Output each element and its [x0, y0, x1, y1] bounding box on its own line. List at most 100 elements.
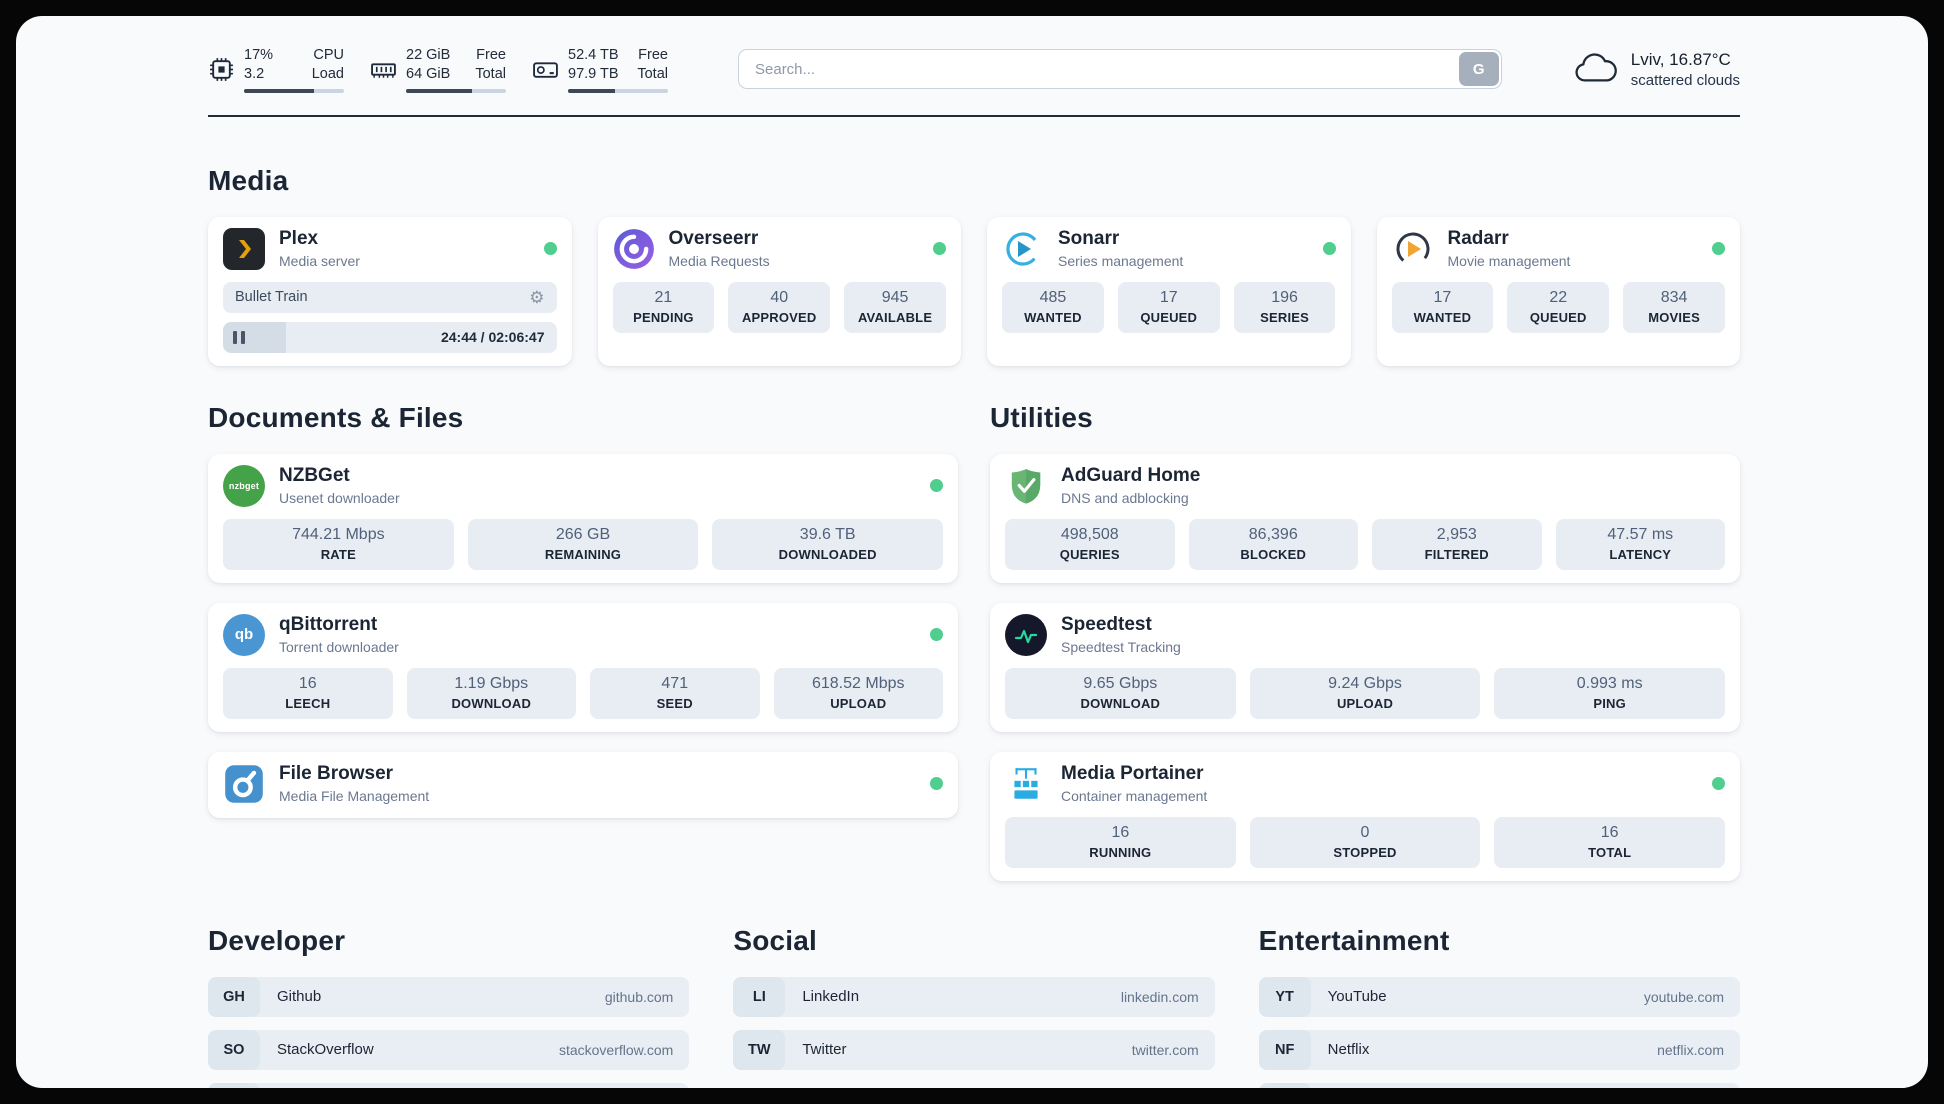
stats-row: 17 WANTED 22 QUEUED 834 MOVIES — [1391, 281, 1726, 333]
bookmark-youtube[interactable]: YT YouTube youtube.com — [1258, 976, 1740, 1017]
card-overseerr[interactable]: Overseerr Media Requests 21 PENDING 40 APP… — [597, 216, 961, 366]
bookmark-name: StackOverflow — [277, 1041, 374, 1059]
stat-label: LEECH — [285, 695, 331, 711]
bookmark-linkedin[interactable]: LI LinkedIn linkedin.com — [733, 976, 1215, 1017]
bookmark-url: youtube.com — [1643, 988, 1724, 1005]
card-subtitle: Movie management — [1447, 253, 1571, 270]
stat-label: UPLOAD — [1336, 695, 1394, 711]
disk-bar — [568, 88, 668, 93]
stat-label: WANTED — [1024, 309, 1082, 325]
plex-icon — [223, 227, 265, 270]
card-qbittorrent[interactable]: qb qBittorrent Torrent downloader 16 LEEC… — [208, 602, 958, 732]
card-header: Plex Media server — [223, 227, 557, 270]
playback-progress-fill — [223, 321, 287, 353]
search-engine-button[interactable]: G — [1458, 52, 1499, 87]
stat: 618.52 Mbps UPLOAD — [773, 667, 943, 719]
bookmark-netflix[interactable]: NF Netflix netflix.com — [1258, 1029, 1740, 1070]
stat-label: WANTED — [1413, 309, 1472, 325]
stat-label: SERIES — [1260, 309, 1310, 325]
stat-label: QUEUED — [1529, 309, 1587, 325]
speedtest-icon — [1005, 613, 1047, 656]
card-titles: Radarr Movie management — [1448, 228, 1699, 269]
weather-condition: scattered clouds — [1630, 71, 1740, 89]
stat-label: LATENCY — [1609, 546, 1672, 562]
stat-label: AVAILABLE — [857, 309, 933, 325]
card-titles: Speedtest Speedtest Tracking — [1061, 614, 1725, 655]
stats-row: 485 WANTED 17 QUEUED 196 SERIES — [1002, 281, 1336, 333]
ram-icon — [371, 63, 396, 78]
card-filebrowser[interactable]: File Browser Media File Management — [208, 751, 958, 818]
card-adguard[interactable]: AdGuard Home DNS and adblocking 498,508 Q… — [990, 453, 1740, 583]
disk-metric-body: 52.4 TB Free 97.9 TB Total — [568, 46, 668, 93]
gear-icon[interactable]: ⚙ — [529, 287, 545, 307]
stat-label: APPROVED — [741, 309, 817, 325]
card-title: Plex — [279, 228, 319, 250]
sonarr-icon — [1002, 228, 1044, 270]
stat-value: 834 — [1660, 288, 1688, 306]
bookmark-github[interactable]: GH Github github.com — [208, 976, 690, 1017]
stat: 2,953 FILTERED — [1372, 518, 1542, 570]
nzbget-icon-label: nzbget — [228, 480, 260, 491]
pause-icon[interactable] — [233, 330, 245, 344]
disk-bar-fill — [568, 88, 615, 93]
search-input[interactable] — [738, 49, 1502, 90]
stat: 16 RUNNING — [1005, 816, 1236, 868]
bookmark-stackoverflow[interactable]: SO StackOverflow stackoverflow.com — [208, 1029, 690, 1070]
stat-value: 0.993 ms — [1576, 674, 1643, 692]
utilities-column: Utilities AdGuard Home — [990, 402, 1740, 881]
card-title: NZBGet — [279, 465, 350, 487]
weather-widget[interactable]: Lviv, 16.87°C scattered clouds — [1572, 50, 1740, 89]
stat-label: STOPPED — [1333, 844, 1397, 860]
stat: 16 TOTAL — [1494, 816, 1726, 868]
bookmark-abbr: SO — [208, 1029, 260, 1070]
card-speedtest[interactable]: Speedtest Speedtest Tracking 9.65 Gbps DO… — [990, 602, 1740, 732]
stat: 0.993 ms PING — [1494, 667, 1726, 719]
stat: 16 LEECH — [223, 667, 393, 719]
cpu-metric: 17% CPU 3.2 Load — [208, 46, 344, 93]
cpu-load-value: 3.2 — [244, 65, 265, 82]
stat: 47.57 ms LATENCY — [1555, 518, 1725, 570]
bookmark-url: linkedin.com — [1120, 988, 1199, 1005]
card-sonarr[interactable]: Sonarr Series management 485 WANTED 17 QUE… — [987, 216, 1351, 366]
stat: 40 APPROVED — [728, 281, 831, 333]
bookmark-group-entertainment: Entertainment YT YouTube youtube.com NF … — [1258, 925, 1740, 1088]
stat-value: 86,396 — [1248, 525, 1298, 543]
bookmark-url: stackoverflow.com — [558, 1041, 674, 1058]
disk-total-label: Total — [637, 65, 668, 82]
card-nzbget[interactable]: nzbget NZBGet Usenet downloader 744.21 M… — [208, 453, 958, 583]
stat: 17 QUEUED — [1117, 281, 1220, 333]
bookmark-reddit[interactable]: RE Reddit reddit.com — [1258, 1082, 1740, 1088]
portainer-icon — [1005, 763, 1047, 805]
disk-metric: 52.4 TB Free 97.9 TB Total — [532, 46, 668, 93]
stat-label: RATE — [320, 546, 356, 562]
bookmark-abbr: RE — [1258, 1082, 1311, 1088]
card-subtitle: Media server — [279, 253, 360, 270]
section-title-media: Media — [208, 164, 289, 196]
stat-value: 618.52 Mbps — [811, 674, 905, 692]
card-plex[interactable]: Plex Media server Bullet Train ⚙ 24:44 /… — [208, 216, 572, 366]
card-header: nzbget NZBGet Usenet downloader — [223, 464, 943, 507]
bookmark-dev[interactable]: DT DEV dev.to — [208, 1082, 690, 1088]
card-radarr[interactable]: Radarr Movie management 17 WANTED 22 QUEUE… — [1376, 216, 1740, 366]
card-subtitle: Media Requests — [668, 253, 770, 270]
bookmark-twitter[interactable]: TW Twitter twitter.com — [733, 1029, 1215, 1070]
section-title-developer: Developer — [208, 924, 346, 956]
stat-label: QUERIES — [1059, 546, 1120, 562]
now-playing-row: Bullet Train ⚙ — [223, 281, 557, 313]
bookmark-url: netflix.com — [1657, 1041, 1724, 1058]
stat: 744.21 Mbps RATE — [223, 518, 454, 570]
stats-row: 21 PENDING 40 APPROVED 945 AVAILABLE — [612, 281, 947, 333]
ram-metric: 22 GiB Free 64 GiB Total — [370, 46, 506, 93]
stat-label: SEED — [656, 695, 693, 711]
card-title: Overseerr — [668, 228, 759, 250]
stat-label: DOWNLOAD — [1080, 695, 1161, 711]
ram-free-label: Free — [476, 47, 506, 63]
stat-value: 0 — [1360, 823, 1370, 841]
stat-label: QUEUED — [1140, 309, 1198, 325]
stat-value: 16 — [298, 674, 317, 692]
playback-progress-bar[interactable]: 24:44 / 02:06:47 — [223, 321, 557, 353]
card-portainer[interactable]: Media Portainer Container management 16 R… — [990, 751, 1740, 881]
stat-label: RUNNING — [1089, 844, 1152, 860]
filebrowser-icon — [223, 763, 265, 805]
card-titles: NZBGet Usenet downloader — [279, 465, 916, 506]
